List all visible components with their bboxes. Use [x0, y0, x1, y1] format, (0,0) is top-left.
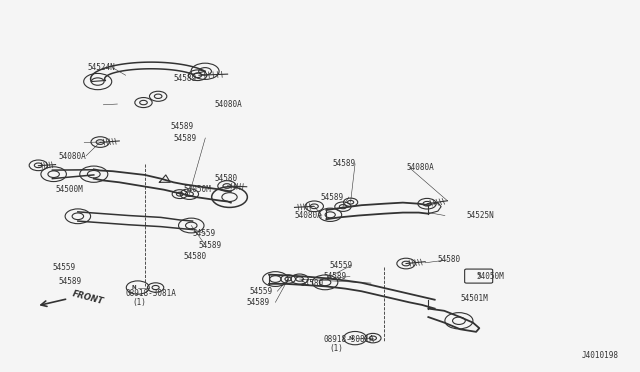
Text: 7: 7	[476, 273, 481, 279]
Text: (1): (1)	[132, 298, 146, 307]
Text: 54589: 54589	[246, 298, 270, 307]
Text: N: N	[349, 336, 353, 341]
Text: 54589: 54589	[199, 241, 222, 250]
Text: 54500M: 54500M	[56, 185, 83, 194]
Text: 08918-3081A: 08918-3081A	[323, 335, 374, 344]
Text: 54050M: 54050M	[476, 272, 504, 281]
Text: 54559: 54559	[52, 263, 76, 272]
Text: FRONT: FRONT	[72, 289, 105, 306]
Text: 08918-3081A: 08918-3081A	[125, 289, 177, 298]
Text: 54589: 54589	[173, 74, 196, 83]
Text: 54559: 54559	[193, 230, 216, 238]
Text: 54524N: 54524N	[88, 63, 115, 72]
Text: N: N	[132, 285, 136, 290]
Text: 54080A: 54080A	[406, 163, 434, 172]
Text: 54589: 54589	[323, 272, 346, 281]
Text: 54525N: 54525N	[467, 211, 494, 220]
Text: 54080A: 54080A	[215, 100, 243, 109]
Text: 54589: 54589	[333, 159, 356, 169]
Text: 54580: 54580	[183, 251, 206, 261]
Text: 54050M: 54050M	[183, 185, 211, 194]
Text: 54580: 54580	[301, 279, 324, 288]
Text: 54080A: 54080A	[294, 211, 323, 220]
Text: 54580: 54580	[438, 255, 461, 264]
Text: 54559: 54559	[330, 261, 353, 270]
Text: 54589: 54589	[320, 193, 343, 202]
Text: 54080A: 54080A	[59, 152, 86, 161]
Text: 54589: 54589	[173, 134, 196, 142]
Text: 54589: 54589	[170, 122, 193, 131]
Text: 54559: 54559	[250, 287, 273, 296]
Text: 54589: 54589	[59, 278, 82, 286]
Text: J4010198: J4010198	[581, 351, 618, 360]
Text: 54580: 54580	[215, 174, 238, 183]
Text: (1): (1)	[330, 344, 344, 353]
Text: 54501M: 54501M	[460, 294, 488, 303]
